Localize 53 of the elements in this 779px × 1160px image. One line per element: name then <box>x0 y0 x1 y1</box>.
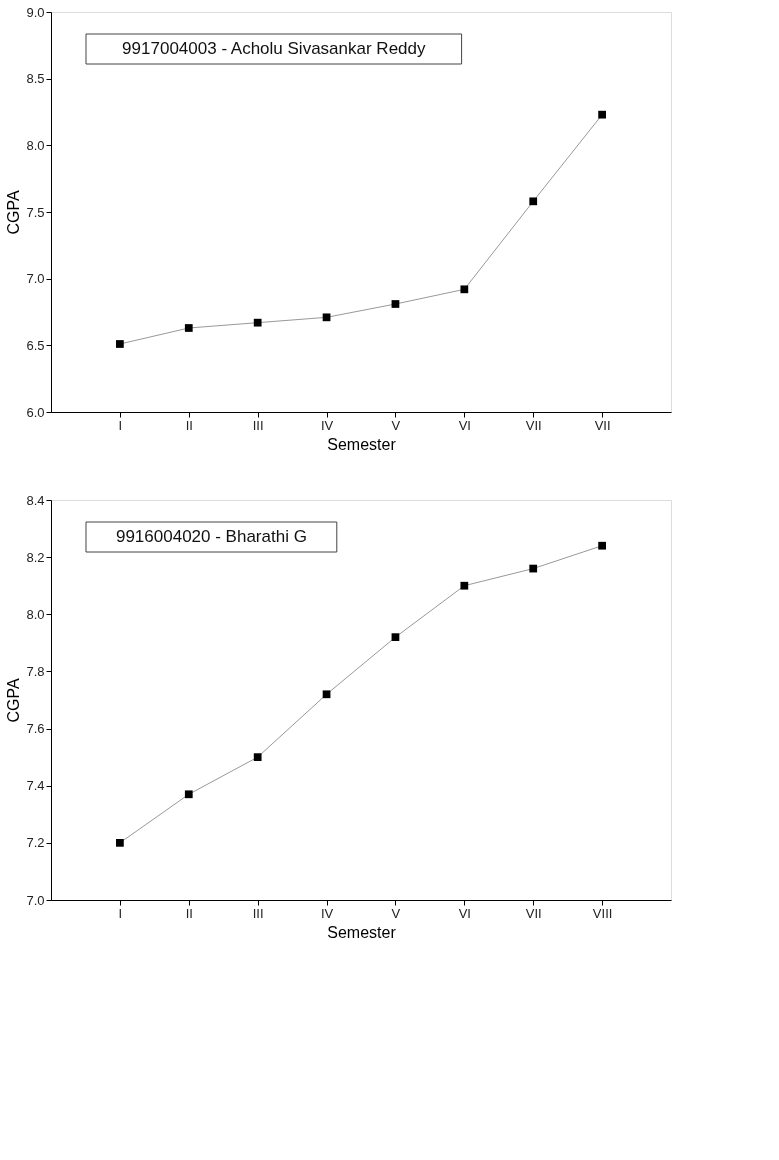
y-tick-label: 6.5 <box>26 337 45 353</box>
y-tick-label: 7.2 <box>26 835 45 851</box>
x-tick-label: VI <box>458 417 471 433</box>
point <box>391 300 400 308</box>
y-axis-title: CGPA <box>5 678 23 723</box>
x-tick-label: VII <box>594 417 611 433</box>
annotation: 9917004003 - Acholu Sivasankar Reddy <box>122 39 426 58</box>
x-tick-label: VII <box>525 417 542 433</box>
point <box>322 690 331 699</box>
y-tick-label: 7.5 <box>26 204 45 220</box>
y-tick-label: 6.0 <box>26 404 45 420</box>
y-tick-label: 7.0 <box>26 892 45 908</box>
x-tick-label: III <box>252 417 264 433</box>
y-tick-label: 7.6 <box>26 721 45 737</box>
x-axis-title: Semester <box>327 923 397 941</box>
point <box>322 313 331 322</box>
y-axis-title: CGPA <box>5 190 23 235</box>
point <box>598 110 606 119</box>
y-tick-label: 8.5 <box>26 71 45 87</box>
y-tick-label: 7.8 <box>26 663 45 679</box>
x-tick-label: IV <box>320 417 334 433</box>
point <box>598 541 606 550</box>
x-tick-label: IV <box>320 905 334 921</box>
point <box>460 581 469 590</box>
point <box>529 197 538 206</box>
x-tick-label: I <box>118 417 123 433</box>
x-tick-label: I <box>118 905 123 921</box>
y-tick-label: 8.4 <box>26 492 45 508</box>
point <box>391 633 400 642</box>
point <box>460 285 469 294</box>
x-tick-label: VI <box>458 905 471 921</box>
point <box>529 564 538 573</box>
y-tick-label: 7.4 <box>26 778 45 794</box>
x-tick-label: III <box>252 905 264 921</box>
y-tick-label: 9.0 <box>26 4 45 20</box>
y-tick-label: 8.0 <box>26 606 45 622</box>
point <box>253 753 262 762</box>
x-tick-label: II <box>185 417 193 433</box>
x-tick-label: V <box>391 417 401 433</box>
x-tick-label: VIII <box>592 905 613 921</box>
point <box>184 790 193 799</box>
x-axis-title: Semester <box>327 435 397 453</box>
x-tick-label: II <box>185 905 193 921</box>
point <box>116 838 124 847</box>
x-tick-label: VII <box>525 905 542 921</box>
y-tick-label: 8.2 <box>26 549 45 565</box>
point <box>253 318 262 327</box>
y-tick-label: 8.0 <box>26 137 45 153</box>
x-tick-label: V <box>391 905 401 921</box>
annotation: 9916004020 - Bharathi G <box>115 527 307 546</box>
point <box>184 324 193 332</box>
point <box>116 340 124 348</box>
y-tick-label: 7.0 <box>26 271 45 287</box>
